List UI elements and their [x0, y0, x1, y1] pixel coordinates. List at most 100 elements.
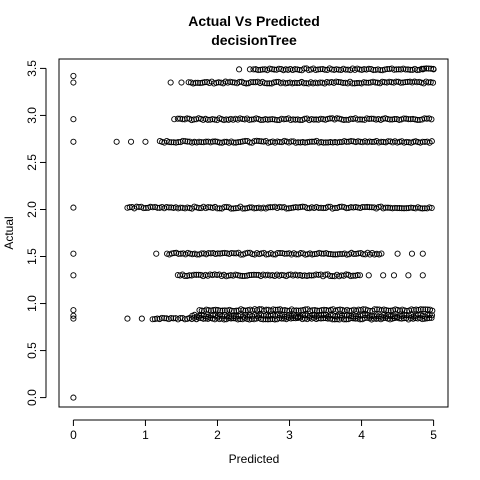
data-point	[201, 79, 208, 86]
data-point	[257, 116, 264, 124]
data-point	[166, 139, 173, 146]
data-point	[318, 204, 325, 211]
data-point	[413, 306, 420, 313]
data-point	[420, 306, 427, 313]
data-point	[314, 66, 322, 73]
data-point	[429, 307, 436, 314]
data-point	[124, 315, 131, 322]
data-point	[430, 65, 437, 72]
data-point	[329, 205, 336, 212]
data-point	[213, 79, 220, 86]
data-point	[400, 115, 407, 122]
data-point	[427, 79, 434, 86]
data-point	[202, 315, 209, 322]
data-point	[188, 116, 195, 124]
data-point	[318, 250, 325, 257]
data-point	[168, 204, 175, 211]
data-point	[340, 79, 347, 87]
data-point	[290, 116, 297, 123]
data-point	[347, 315, 354, 322]
data-point	[147, 203, 154, 210]
data-point	[271, 66, 278, 73]
data-point	[308, 138, 316, 145]
data-point	[428, 204, 435, 211]
data-point	[207, 204, 214, 211]
data-point	[361, 204, 368, 211]
data-point	[190, 271, 198, 278]
data-point	[209, 116, 216, 123]
data-point	[334, 251, 341, 258]
data-point	[257, 315, 265, 323]
data-point	[280, 116, 287, 123]
data-point	[200, 139, 207, 146]
data-point	[251, 138, 258, 145]
data-point	[320, 250, 327, 257]
x-tick-label: 3	[286, 428, 293, 442]
data-point	[427, 65, 435, 72]
data-point	[186, 272, 193, 279]
data-point	[253, 137, 260, 144]
data-point	[343, 138, 350, 145]
data-point	[294, 272, 301, 279]
data-point	[378, 138, 385, 145]
data-point	[384, 115, 391, 123]
data-point	[373, 250, 380, 257]
data-point	[386, 78, 393, 85]
data-point	[194, 79, 201, 86]
data-point	[161, 315, 168, 322]
data-point	[414, 116, 421, 124]
data-point	[142, 138, 149, 145]
data-point	[300, 80, 307, 87]
data-point	[352, 315, 359, 322]
data-point	[257, 66, 264, 73]
data-point	[198, 250, 205, 257]
data-point	[325, 139, 332, 146]
data-point	[221, 138, 228, 145]
data-point	[329, 139, 336, 146]
data-point	[315, 139, 322, 146]
data-point	[357, 138, 364, 145]
data-point	[347, 115, 354, 122]
data-point	[280, 315, 288, 322]
data-point	[207, 250, 214, 257]
data-point	[274, 249, 281, 257]
data-point	[287, 315, 295, 322]
data-point	[229, 79, 236, 86]
data-point	[350, 138, 357, 145]
data-point	[149, 316, 156, 323]
data-point	[313, 271, 320, 278]
data-point	[381, 66, 388, 73]
x-tick-label: 1	[142, 428, 149, 442]
data-point	[127, 138, 135, 145]
data-point	[364, 203, 371, 211]
data-point	[404, 66, 411, 73]
data-point	[191, 138, 198, 145]
data-point	[426, 315, 433, 322]
data-point	[310, 116, 317, 123]
data-point	[269, 204, 276, 211]
data-point	[334, 306, 341, 313]
y-axis: 0.0 0.5 1.0 1.5 2.0 2.5 3.0 3.5	[25, 60, 47, 406]
data-point	[182, 138, 189, 145]
data-point	[324, 315, 331, 322]
data-point	[70, 204, 77, 211]
data-point	[248, 315, 255, 322]
data-point	[306, 138, 313, 145]
data-point	[408, 250, 416, 257]
data-point	[213, 271, 221, 279]
data-point	[428, 314, 435, 321]
data-point	[381, 79, 388, 86]
data-point	[212, 306, 219, 313]
data-point	[281, 307, 288, 314]
data-point	[230, 139, 237, 146]
data-point	[261, 80, 268, 87]
data-point	[303, 80, 310, 87]
data-point	[295, 307, 302, 314]
data-point	[308, 116, 315, 123]
data-point	[361, 66, 368, 73]
data-point	[385, 307, 392, 314]
data-point	[290, 307, 298, 314]
data-point	[299, 272, 306, 279]
data-point	[217, 250, 224, 257]
data-point	[382, 204, 389, 211]
